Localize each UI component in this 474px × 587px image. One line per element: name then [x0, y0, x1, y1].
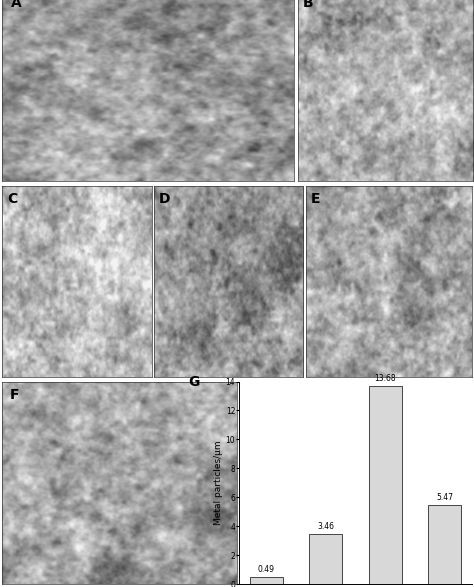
Text: 3.46: 3.46 [317, 522, 334, 531]
Text: C: C [7, 192, 17, 206]
Text: A: A [11, 0, 22, 11]
Text: F: F [9, 387, 19, 402]
Text: 13.68: 13.68 [374, 375, 396, 383]
Text: 0.49: 0.49 [258, 565, 275, 574]
Bar [428, 505, 461, 584]
Text: E: E [311, 192, 320, 206]
Bar [369, 386, 401, 584]
Bar [250, 577, 283, 584]
Text: D: D [158, 192, 170, 206]
Text: G: G [188, 376, 200, 390]
Y-axis label: Metal particles/μm: Metal particles/μm [214, 440, 223, 525]
Text: 5.47: 5.47 [436, 493, 453, 502]
Bar [310, 534, 342, 584]
Text: B: B [303, 0, 314, 11]
